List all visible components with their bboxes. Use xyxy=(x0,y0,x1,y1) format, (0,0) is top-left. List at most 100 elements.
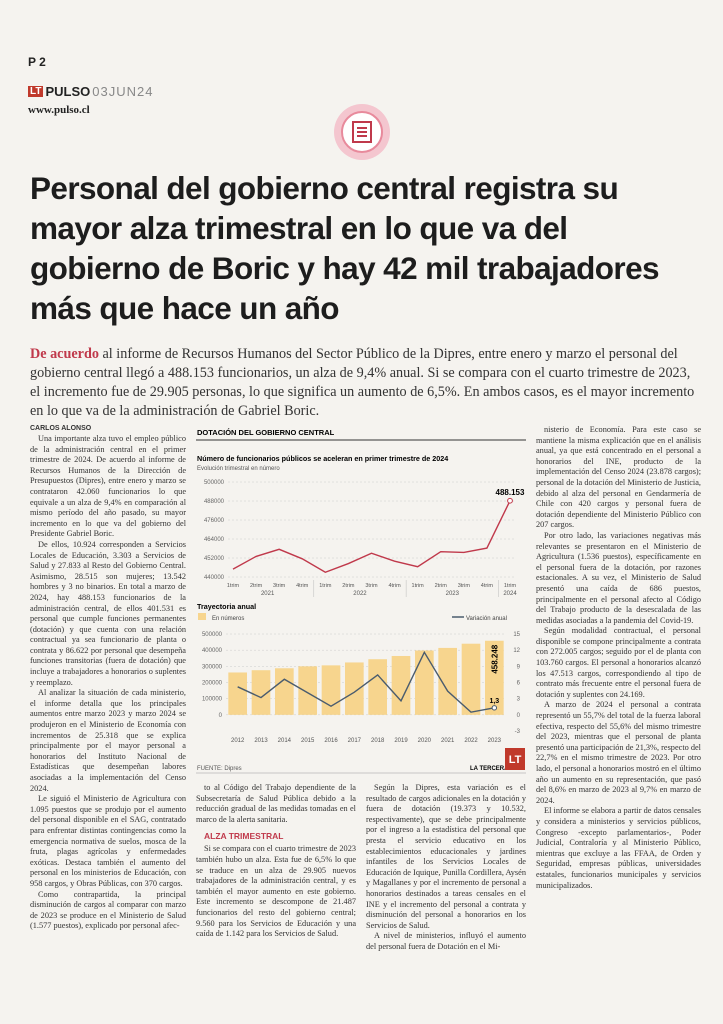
column: Según la Dipres, esta variación es el re… xyxy=(366,783,526,995)
x-tick-label: 2013 xyxy=(254,738,268,744)
bar xyxy=(368,659,387,715)
column: nisterio de Economía. Para este caso se … xyxy=(536,425,701,995)
y-tick-label: 500000 xyxy=(202,632,223,638)
paragraph: Por otro lado, las variaciones negativas… xyxy=(536,530,701,625)
bar xyxy=(485,640,504,715)
chart-title: Trayectoria anual xyxy=(197,602,256,611)
x-tick-label: 2019 xyxy=(394,738,408,744)
y-tick-label: 0 xyxy=(219,713,223,719)
chart-subtitle: Evolución trimestral en número xyxy=(197,466,280,472)
column: CARLOS ALONSO Una importante alza tuvo el… xyxy=(30,425,186,995)
line-series xyxy=(237,650,495,713)
value-label: 488.153 xyxy=(496,488,525,497)
x-tick-label: 4trim xyxy=(296,583,309,589)
group-label: 2023 xyxy=(446,591,460,597)
infographic-heading: DOTACIÓN DEL GOBIERNO CENTRAL xyxy=(197,428,335,437)
lead: De acuerdo al informe de Recursos Humano… xyxy=(30,345,702,421)
credit-logo: LT xyxy=(509,754,522,766)
group-label: 2021 xyxy=(261,591,275,597)
date: 03JUN24 xyxy=(92,84,154,99)
paragraph: Al analizar la situación de cada ministe… xyxy=(30,688,186,793)
x-tick-label: 2017 xyxy=(348,738,362,744)
group-label: 2024 xyxy=(503,591,517,597)
paragraph: Una importante alza tuvo el empleo públi… xyxy=(30,434,186,539)
bar xyxy=(415,650,434,715)
bar xyxy=(391,655,411,715)
byline: CARLOS ALONSO xyxy=(30,425,92,432)
x-tick-label: 2trim xyxy=(435,583,448,589)
y-tick-label: 488000 xyxy=(204,499,225,505)
x-tick-label: 2014 xyxy=(278,738,292,744)
y-tick-label: 500000 xyxy=(204,480,225,486)
x-tick-label: 1trim xyxy=(319,583,332,589)
x-tick-label: 3trim xyxy=(273,583,286,589)
point xyxy=(491,705,498,711)
x-tick-label: 2trim xyxy=(342,583,355,589)
legend-label: En números xyxy=(212,616,244,622)
paragraph: Si se compara con el cuarto trimestre de… xyxy=(196,844,356,939)
y-tick-label: 452000 xyxy=(204,556,225,562)
lead-kicker: De acuerdo xyxy=(30,346,99,362)
x-tick-label: 1trim xyxy=(227,583,240,589)
headline: Personal del gobierno central registra s… xyxy=(30,170,660,326)
y-tick-label: 476000 xyxy=(204,518,225,524)
lead-text: al informe de Recursos Humanos del Secto… xyxy=(30,346,695,419)
x-tick-label: 2012 xyxy=(231,738,245,744)
paragraph: A marzo de 2024 el personal a contrata r… xyxy=(536,700,701,805)
bar xyxy=(275,668,294,715)
paragraph: nisterio de Economía. Para este caso se … xyxy=(536,425,701,530)
bar xyxy=(321,665,341,715)
bar xyxy=(228,672,247,715)
y-tick-label: 100000 xyxy=(202,697,223,703)
y2-tick-label: 6 xyxy=(517,681,521,687)
y-tick-label: 464000 xyxy=(204,537,225,543)
bar xyxy=(251,670,271,715)
credit: LA TERCERA xyxy=(470,766,509,772)
bar xyxy=(345,662,364,715)
bar xyxy=(438,647,457,715)
page-number: P 2 xyxy=(28,55,46,69)
x-tick-label: 2015 xyxy=(301,738,315,744)
y-tick-label: 200000 xyxy=(202,681,223,687)
paragraph: De ellos, 10.924 corresponden a Servicio… xyxy=(30,539,186,687)
x-tick-label: 2016 xyxy=(324,738,338,744)
legend-label: Variación anual xyxy=(466,616,507,622)
url: www.pulso.cl xyxy=(28,104,90,116)
y2-tick-label: 3 xyxy=(517,697,521,703)
paragraph: El informe se elabora a partir de datos … xyxy=(536,806,701,890)
x-tick-label: 2trim xyxy=(250,583,263,589)
x-tick-label: 2022 xyxy=(464,738,478,744)
group-label: 2022 xyxy=(353,591,367,597)
column: to al Código del Trabajo dependiente de … xyxy=(196,783,356,995)
value-label: 458.248 xyxy=(490,644,499,673)
x-tick-label: 4trim xyxy=(388,583,401,589)
x-tick-label: 2018 xyxy=(371,738,385,744)
y2-tick-label: 9 xyxy=(517,664,521,670)
x-tick-label: 2020 xyxy=(418,738,432,744)
masthead: LT PULSO 03JUN24 xyxy=(28,84,153,99)
x-tick-label: 2023 xyxy=(488,738,502,744)
x-tick-label: 1trim xyxy=(504,583,517,589)
y2-tick-label: 12 xyxy=(513,648,520,654)
subhead: ALZA TRIMESTRAL xyxy=(204,831,284,842)
bar xyxy=(298,666,317,715)
y-tick-label: 400000 xyxy=(202,648,223,654)
x-tick-label: 2021 xyxy=(441,738,455,744)
legend-swatch xyxy=(198,613,206,620)
source: FUENTE: Dipres xyxy=(197,766,242,772)
chart-title: Número de funcionarios públicos se acele… xyxy=(197,454,448,463)
value-label: 1,3 xyxy=(489,698,499,705)
y-tick-label: 300000 xyxy=(202,664,223,670)
x-tick-label: 3trim xyxy=(458,583,471,589)
paragraph: Según modalidad contractual, el personal… xyxy=(536,626,701,699)
x-tick-label: 1trim xyxy=(412,583,425,589)
y2-tick-label: 0 xyxy=(517,713,521,719)
bar xyxy=(461,643,481,715)
y2-tick-label: 15 xyxy=(513,632,520,638)
paragraph: to al Código del Trabajo dependiente de … xyxy=(196,783,356,824)
x-tick-label: 3trim xyxy=(365,583,378,589)
paragraph: A nivel de ministerios, influyó el aumen… xyxy=(366,931,526,951)
x-tick-label: 4trim xyxy=(481,583,494,589)
logo: LT xyxy=(28,86,44,97)
